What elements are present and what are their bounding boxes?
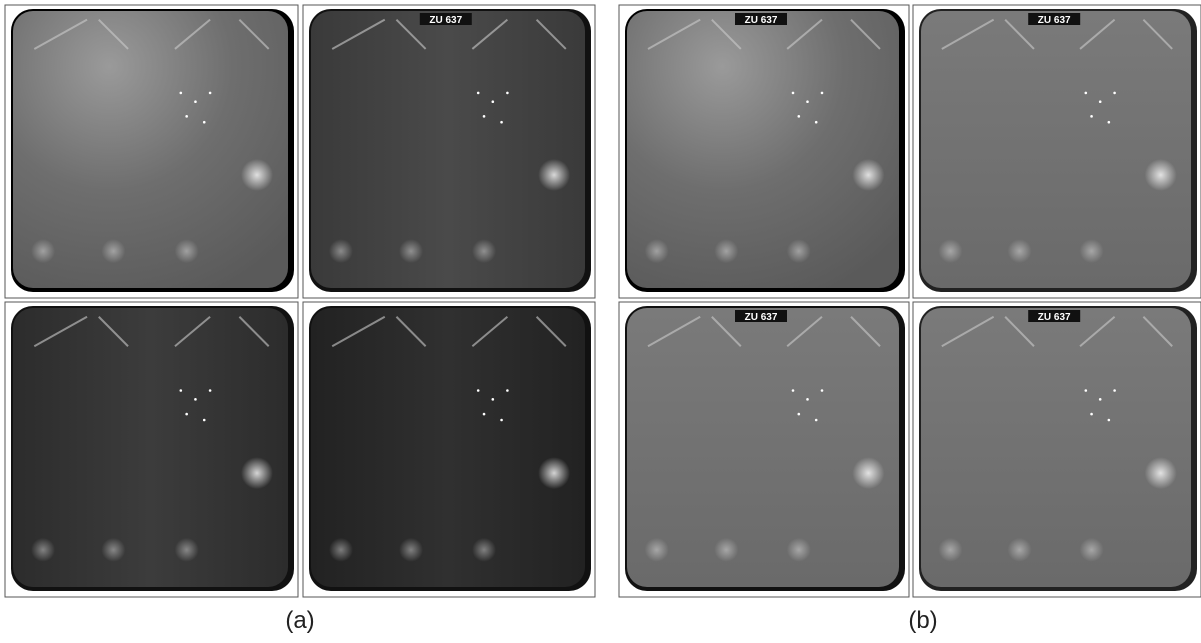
dot [815,419,818,422]
faint-spot [938,538,962,562]
dot [806,100,809,103]
phantom [627,11,899,288]
dot [209,92,212,95]
image-panel [5,5,298,298]
phantom [13,11,288,288]
figure: ZU 637 ZU 637 ZU 637 ZU 637 ZU 637 (a) (b) [0,0,1201,638]
faint-spot [472,538,496,562]
dot [792,389,795,392]
faint-spot [714,239,738,263]
image-panels: ZU 637 ZU 637 ZU 637 ZU 637 ZU 637 [5,5,1201,597]
dot [792,92,795,95]
faint-spot [645,538,669,562]
dot [203,121,206,124]
dot [180,389,183,392]
bright-spot [538,159,570,191]
dot [1085,92,1088,95]
faint-spot [329,239,353,263]
faint-spot [399,538,423,562]
dot [477,389,480,392]
dot [1099,398,1102,401]
bright-spot [538,457,570,489]
dot [1108,419,1111,422]
image-panel: ZU 637 [913,302,1201,597]
dot [1113,389,1116,392]
bright-spot [852,159,884,191]
faint-spot [787,538,811,562]
dot [194,398,197,401]
bright-spot [241,159,273,191]
dot [492,398,495,401]
dot [185,115,188,118]
dot [180,92,183,95]
dot [185,413,188,416]
phantom [311,11,585,288]
faint-spot [472,239,496,263]
faint-spot [329,538,353,562]
image-panel: ZU 637 [913,5,1201,298]
faint-spot [1080,538,1104,562]
group-label: (b) [908,607,937,634]
faint-spot [175,538,199,562]
bright-spot [241,457,273,489]
dot [492,100,495,103]
phantom [627,308,899,587]
image-panel [303,302,595,597]
dot [500,121,503,124]
dot [483,413,486,416]
phantom [921,11,1191,288]
phantom [13,308,288,587]
faint-spot [31,538,55,562]
image-text: ZU 637 [429,15,462,26]
faint-spot [31,239,55,263]
dot [506,389,509,392]
dot [483,115,486,118]
faint-spot [101,239,125,263]
faint-spot [1080,239,1104,263]
dot [815,121,818,124]
group-label: (a) [285,607,314,634]
faint-spot [1008,239,1032,263]
dot [806,398,809,401]
image-panel: ZU 637 [619,302,909,597]
image-text: ZU 637 [1038,312,1071,323]
dot [1113,92,1116,95]
dot [209,389,212,392]
phantom [311,308,585,587]
bright-spot [1145,159,1177,191]
image-text: ZU 637 [745,312,778,323]
image-panel: ZU 637 [303,5,595,298]
dot [1090,413,1093,416]
dot [798,115,801,118]
dot [1099,100,1102,103]
faint-spot [399,239,423,263]
faint-spot [175,239,199,263]
dot [798,413,801,416]
dot [1085,389,1088,392]
faint-spot [645,239,669,263]
faint-spot [787,239,811,263]
dot [821,389,824,392]
dot [821,92,824,95]
dot [1108,121,1111,124]
image-text: ZU 637 [1038,15,1071,26]
faint-spot [714,538,738,562]
dot [203,419,206,422]
faint-spot [101,538,125,562]
dot [500,419,503,422]
faint-spot [1008,538,1032,562]
dot [506,92,509,95]
image-panel [5,302,298,597]
dot [194,100,197,103]
bright-spot [852,457,884,489]
dot [477,92,480,95]
bright-spot [1145,457,1177,489]
image-text: ZU 637 [745,15,778,26]
dot [1090,115,1093,118]
faint-spot [938,239,962,263]
image-panel: ZU 637 [619,5,909,298]
